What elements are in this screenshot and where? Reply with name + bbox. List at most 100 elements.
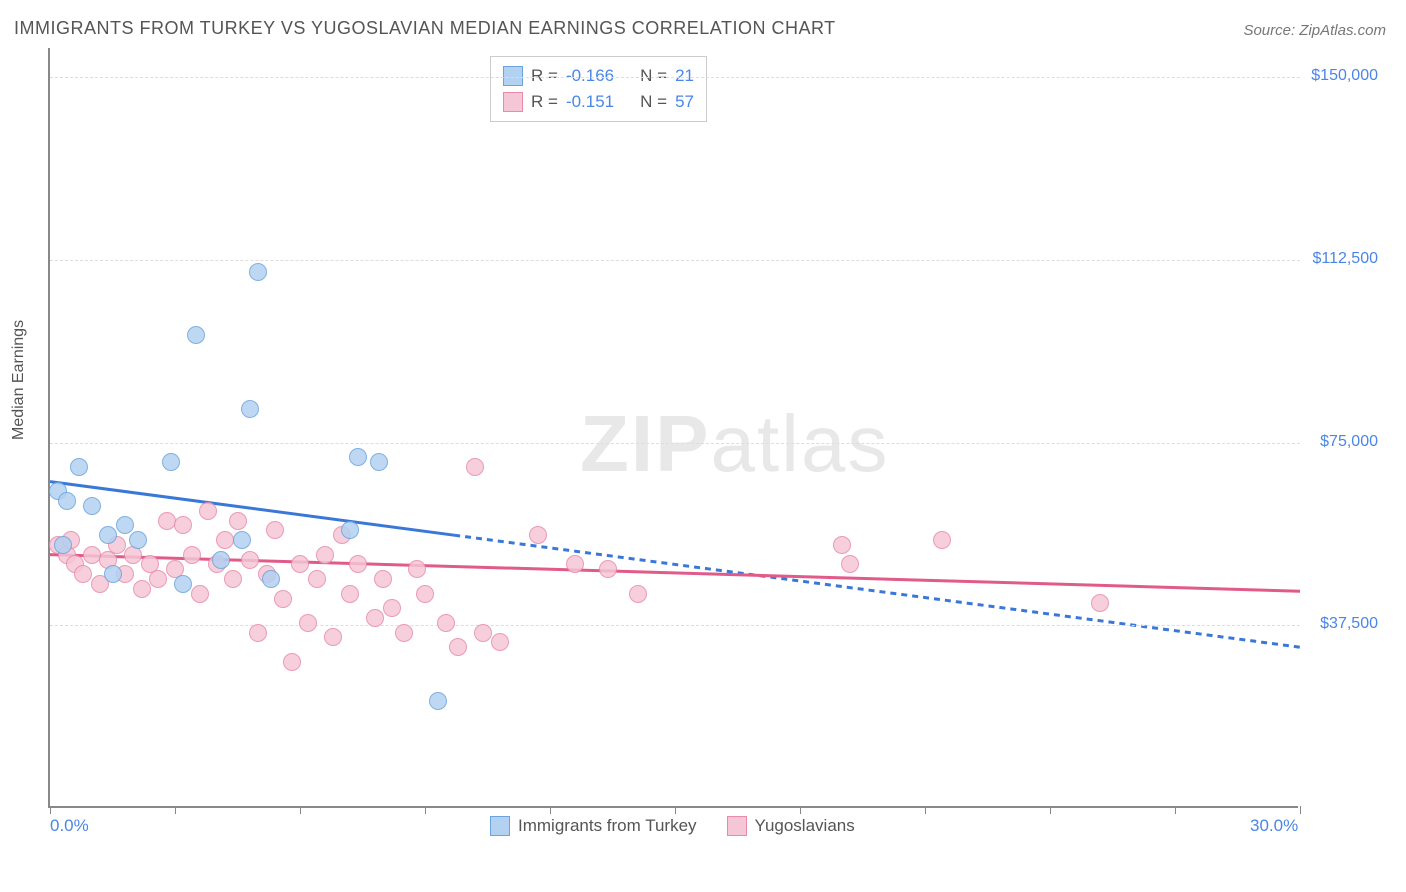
gridline [50, 77, 1300, 78]
legend-series-name: Yugoslavians [755, 816, 855, 836]
data-point [174, 575, 192, 593]
x-tick [50, 806, 51, 814]
y-tick-label: $75,000 [1303, 433, 1378, 451]
series-legend: Immigrants from Turkey Yugoslavians [490, 816, 855, 836]
data-point [529, 526, 547, 544]
x-tick [925, 806, 926, 814]
legend-swatch [503, 92, 523, 112]
legend-row: R = -0.166N = 21 [503, 63, 694, 89]
data-point [841, 555, 859, 573]
data-point [83, 497, 101, 515]
x-axis-label: 0.0% [50, 816, 89, 836]
data-point [116, 516, 134, 534]
legend-r-label: R = [531, 66, 558, 86]
data-point [366, 609, 384, 627]
data-point [308, 570, 326, 588]
legend-swatch [727, 816, 747, 836]
x-tick [175, 806, 176, 814]
data-point [341, 585, 359, 603]
plot-container: ZIPatlas R = -0.166N = 21R = -0.151N = 5… [48, 48, 1388, 838]
data-point [599, 560, 617, 578]
data-point [233, 531, 251, 549]
data-point [833, 536, 851, 554]
y-tick-label: $150,000 [1303, 67, 1378, 85]
data-point [429, 692, 447, 710]
watermark: ZIPatlas [580, 398, 889, 490]
data-point [274, 590, 292, 608]
gridline [50, 260, 1300, 261]
data-point [158, 512, 176, 530]
data-point [83, 546, 101, 564]
data-point [383, 599, 401, 617]
legend-item: Immigrants from Turkey [490, 816, 697, 836]
data-point [566, 555, 584, 573]
data-point [370, 453, 388, 471]
x-tick [1300, 806, 1301, 814]
data-point [191, 585, 209, 603]
data-point [262, 570, 280, 588]
data-point [70, 458, 88, 476]
legend-n-label: N = [640, 66, 667, 86]
legend-r-value: -0.166 [566, 66, 614, 86]
legend-r-value: -0.151 [566, 92, 614, 112]
data-point [324, 628, 342, 646]
data-point [199, 502, 217, 520]
data-point [149, 570, 167, 588]
data-point [187, 326, 205, 344]
data-point [491, 633, 509, 651]
x-axis-label: 30.0% [1250, 816, 1298, 836]
x-tick [300, 806, 301, 814]
data-point [283, 653, 301, 671]
data-point [933, 531, 951, 549]
data-point [129, 531, 147, 549]
data-point [104, 565, 122, 583]
data-point [408, 560, 426, 578]
data-point [58, 492, 76, 510]
legend-swatch [490, 816, 510, 836]
gridline [50, 625, 1300, 626]
data-point [162, 453, 180, 471]
data-point [629, 585, 647, 603]
legend-r-label: R = [531, 92, 558, 112]
data-point [174, 516, 192, 534]
y-axis-label: Median Earnings [10, 320, 28, 440]
data-point [316, 546, 334, 564]
data-point [133, 580, 151, 598]
y-tick-label: $37,500 [1303, 615, 1378, 633]
data-point [299, 614, 317, 632]
x-tick [1175, 806, 1176, 814]
data-point [291, 555, 309, 573]
data-point [224, 570, 242, 588]
data-point [266, 521, 284, 539]
correlation-legend: R = -0.166N = 21R = -0.151N = 57 [490, 56, 707, 122]
legend-item: Yugoslavians [727, 816, 855, 836]
data-point [212, 551, 230, 569]
data-point [395, 624, 413, 642]
legend-row: R = -0.151 N = 57 [503, 89, 694, 115]
data-point [449, 638, 467, 656]
legend-swatch [503, 66, 523, 86]
data-point [54, 536, 72, 554]
legend-n-value: 57 [675, 92, 694, 112]
source-attribution: Source: ZipAtlas.com [1243, 22, 1386, 39]
data-point [241, 400, 259, 418]
x-tick [550, 806, 551, 814]
data-point [341, 521, 359, 539]
data-point [349, 448, 367, 466]
chart-area: ZIPatlas R = -0.166N = 21R = -0.151N = 5… [48, 48, 1298, 808]
data-point [249, 624, 267, 642]
x-tick [675, 806, 676, 814]
data-point [229, 512, 247, 530]
data-point [241, 551, 259, 569]
trend-lines [50, 48, 1300, 808]
data-point [1091, 594, 1109, 612]
data-point [437, 614, 455, 632]
legend-n-label: N = [640, 92, 667, 112]
data-point [466, 458, 484, 476]
chart-title: IMMIGRANTS FROM TURKEY VS YUGOSLAVIAN ME… [14, 18, 836, 39]
y-tick-label: $112,500 [1303, 250, 1378, 268]
x-tick [800, 806, 801, 814]
data-point [249, 263, 267, 281]
x-tick [425, 806, 426, 814]
data-point [74, 565, 92, 583]
